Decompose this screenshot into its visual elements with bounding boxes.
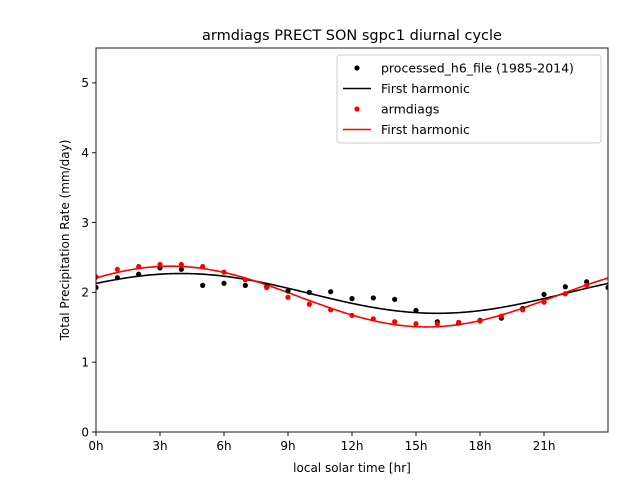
data-point (605, 284, 608, 291)
legend-label: First harmonic (381, 122, 470, 137)
data-point (242, 282, 248, 288)
y-axis-label: Total Precipitation Rate (mm/day) (58, 140, 72, 342)
data-point (328, 307, 334, 313)
data-point (498, 313, 504, 319)
data-point (392, 296, 398, 302)
data-point (285, 294, 291, 300)
data-point (328, 289, 334, 295)
data-point (306, 301, 312, 307)
data-point (562, 291, 568, 297)
data-point (285, 288, 291, 294)
data-point (200, 282, 206, 288)
data-point (456, 319, 462, 325)
legend-label: processed_h6_file (1985-2014) (381, 61, 574, 76)
x-tick-label: 21h (533, 439, 556, 453)
data-point (96, 284, 99, 291)
data-point (562, 284, 568, 290)
y-tick-label: 2 (81, 286, 89, 300)
plot-area (95, 47, 609, 433)
data-point (392, 319, 398, 325)
data-point (96, 274, 99, 280)
data-point (413, 321, 419, 327)
x-axis: 0h 3h 6h 9h 12h 15h 18h 21h (88, 432, 555, 453)
data-point (541, 299, 547, 305)
data-point (370, 295, 376, 301)
data-point (520, 307, 526, 313)
x-axis-label: local solar time [hr] (293, 461, 411, 475)
harmonic-line-1 (96, 272, 608, 315)
data-point (306, 289, 312, 295)
data-point (584, 282, 590, 288)
data-point (242, 277, 248, 283)
data-point (178, 266, 184, 272)
legend-swatch-point (354, 106, 360, 112)
legend-box (336, 54, 602, 144)
data-point (178, 261, 184, 268)
data-point (221, 269, 227, 275)
y-tick-label: 3 (81, 216, 89, 230)
x-tick-label: 3h (152, 439, 167, 453)
y-tick-label: 5 (81, 76, 89, 90)
data-point (221, 280, 227, 286)
x-tick-label: 18h (469, 439, 492, 453)
data-point (157, 261, 163, 268)
x-tick-label: 12h (341, 439, 364, 453)
data-point (349, 296, 355, 302)
data-point (370, 316, 376, 322)
data-point (541, 291, 547, 298)
data-point (264, 284, 270, 291)
y-tick-label: 1 (81, 355, 89, 369)
x-tick-label: 6h (216, 439, 231, 453)
x-tick-label: 0h (88, 439, 103, 453)
y-axis: 0 1 2 3 4 5 (81, 76, 96, 439)
data-point (136, 271, 142, 277)
y-tick-label: 4 (81, 146, 89, 160)
legend-swatch-point (354, 65, 360, 71)
data-point (413, 307, 419, 314)
data-point (434, 321, 440, 327)
data-point (114, 275, 120, 281)
x-tick-label: 9h (280, 439, 295, 453)
data-point (200, 263, 206, 270)
data-point (136, 263, 142, 270)
x-tick-label: 15h (405, 439, 428, 453)
data-point (477, 318, 483, 324)
chart-title: armdiags PRECT SON sgpc1 diurnal cycle (202, 28, 502, 44)
legend-label: First harmonic (381, 81, 470, 96)
data-point (114, 266, 120, 272)
data-point (349, 312, 355, 319)
legend-label: armdiags (381, 102, 439, 117)
legend: processed_h6_file (1985-2014) First harmo… (336, 54, 602, 144)
y-tick-label: 0 (81, 425, 89, 439)
